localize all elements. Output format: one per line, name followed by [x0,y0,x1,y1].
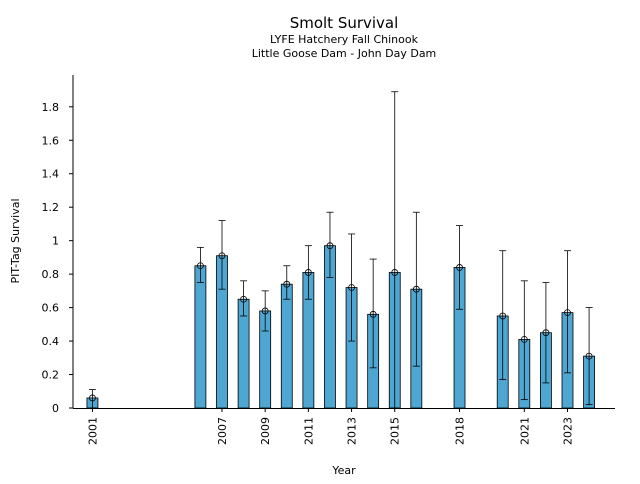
data-point [542,329,550,337]
chart-subtitle-1: LYFE Hatchery Fall Chinook [270,33,419,46]
data-point [564,309,571,317]
y-axis-ticks: 0 0.2 0.4 0.6 0.8 1 1.2 1.4 1.6 1.8 [42,101,73,415]
data-point [283,280,291,288]
chart-subtitle-2: Little Goose Dam - John Day Dam [252,47,437,60]
data-point [218,252,226,260]
data-point [412,285,420,293]
chart-title: Smolt Survival [290,14,399,32]
y-tick-label: 0.8 [42,268,60,281]
y-tick-label: 1.8 [42,101,60,114]
data-point [456,264,463,271]
x-tick-label: 2009 [259,417,272,445]
x-axis-ticks: 2001 2007 2009 2011 2013 2015 2018 2021 2023 [86,408,574,445]
y-tick-label: 1.6 [42,134,60,147]
x-tick-label: 2021 [518,417,531,445]
x-tick-label: 2023 [561,417,574,445]
y-tick-label: 0.4 [42,335,60,348]
data-point [89,394,96,402]
y-tick-label: 1.2 [42,201,60,214]
data-point [197,262,204,270]
y-tick-label: 0.2 [42,369,60,382]
x-tick-label: 2013 [346,417,359,445]
x-tick-label: 2011 [302,417,315,445]
data-point [369,310,377,318]
data-point [326,242,334,250]
x-tick-label: 2001 [86,417,99,445]
bar [194,265,207,409]
bars-layer [86,91,595,409]
data-point [240,295,247,303]
y-tick-label: 0.6 [42,302,60,315]
x-tick-label: 2015 [389,417,402,445]
data-point [391,269,399,276]
data-point [304,269,312,276]
y-axis-label: PIT-Tag Survival [9,198,22,283]
data-point [261,307,269,315]
data-point [348,284,355,291]
data-point [520,335,528,343]
y-tick-label: 1 [52,235,59,248]
x-axis-label: Year [331,464,356,477]
y-tick-label: 0 [52,402,59,415]
x-tick-label: 2007 [216,417,229,445]
y-tick-label: 1.4 [42,168,60,181]
bar [280,283,293,409]
x-tick-label: 2018 [454,417,467,445]
data-point [585,352,593,360]
data-point [499,312,507,320]
